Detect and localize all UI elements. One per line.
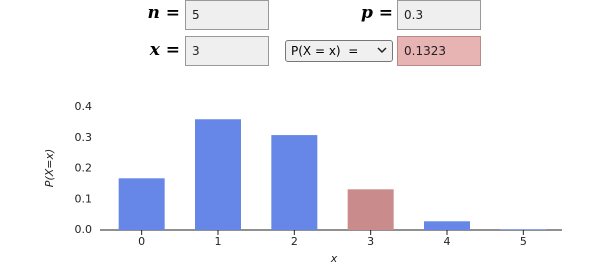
x-tick-label: 5 — [520, 235, 527, 248]
n-input[interactable]: 5 — [185, 0, 269, 30]
bar — [271, 135, 318, 230]
y-axis-title: P(X=x) — [43, 149, 56, 187]
x-input[interactable]: 3 — [185, 36, 269, 66]
bar — [424, 221, 470, 230]
y-tick-label: 0.2 — [75, 162, 93, 175]
bar — [347, 189, 394, 230]
mode-select[interactable]: P(X = x) = — [285, 40, 393, 62]
y-tick-label: 0.1 — [75, 192, 93, 205]
x-label: x = — [149, 40, 180, 60]
y-tick-label: 0.0 — [75, 223, 93, 236]
p-label: p = — [360, 3, 393, 23]
x-tick-label: 4 — [444, 235, 451, 248]
x-tick-label: 2 — [291, 235, 298, 248]
bar — [195, 119, 241, 230]
bar — [118, 178, 165, 230]
x-tick-label: 0 — [138, 235, 145, 248]
x-tick-label: 3 — [367, 235, 374, 248]
n-label: n = — [147, 3, 180, 23]
x-axis-title: x — [330, 252, 338, 265]
y-tick-label: 0.3 — [75, 131, 93, 144]
dropdown-arrow — [377, 47, 387, 54]
x-tick-label: 1 — [215, 235, 222, 248]
mode-text: P(X = x) = — [291, 44, 359, 58]
y-tick-label: 0.4 — [75, 100, 93, 113]
bar — [500, 229, 547, 230]
p-input[interactable]: 0.3 — [397, 0, 481, 30]
result-output: 0.1323 — [397, 36, 481, 66]
